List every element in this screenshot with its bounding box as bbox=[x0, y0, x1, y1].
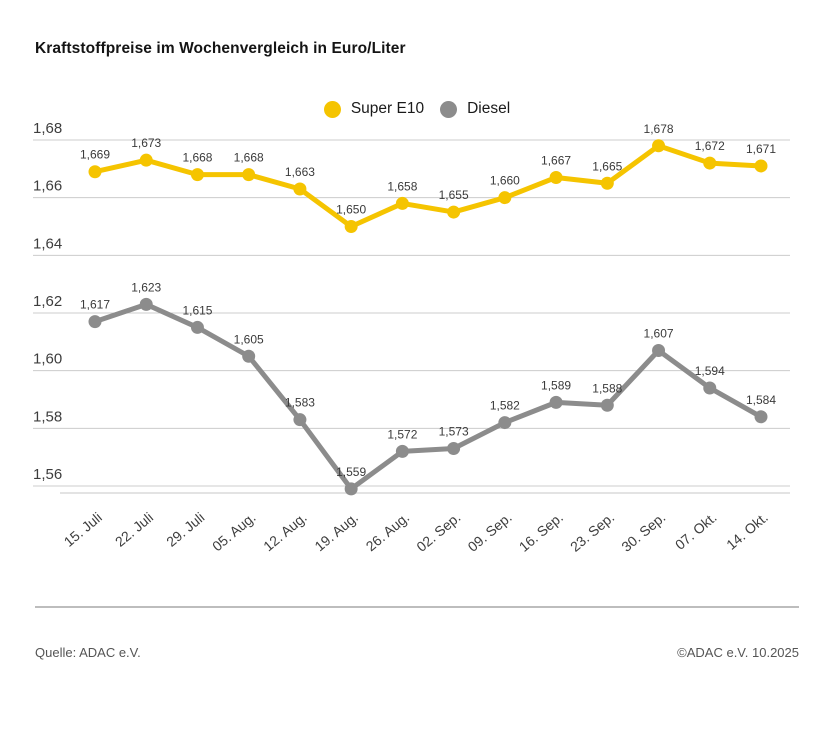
legend-label: Super E10 bbox=[350, 100, 425, 117]
x-axis-tick-label: 07. Okt. bbox=[672, 509, 720, 553]
x-axis-tick-label: 23. Sep. bbox=[567, 509, 617, 555]
x-axis-tick-label: 05. Aug. bbox=[209, 509, 259, 554]
y-axis-tick-label: 1,58 bbox=[33, 408, 62, 425]
data-point-super-e10 bbox=[242, 168, 256, 182]
data-point-super-e10 bbox=[754, 159, 768, 173]
y-axis-tick-label: 1,56 bbox=[33, 466, 62, 483]
data-label-diesel: 1,589 bbox=[541, 378, 571, 392]
x-axis-tick-label: 29. Juli bbox=[163, 509, 207, 550]
data-label-super-e10: 1,668 bbox=[182, 151, 212, 165]
copyright-note: ©ADAC e.V. 10.2025 bbox=[677, 645, 799, 660]
series-line-diesel bbox=[92, 301, 764, 492]
data-label-diesel: 1,594 bbox=[695, 364, 725, 378]
data-label-diesel: 1,615 bbox=[182, 303, 212, 317]
legend-dot-icon bbox=[323, 100, 341, 118]
chart-title: Kraftstoffpreise im Wochenvergleich in E… bbox=[35, 40, 406, 57]
data-point-diesel bbox=[754, 410, 768, 424]
data-point-super-e10 bbox=[498, 191, 512, 205]
data-point-diesel bbox=[652, 343, 666, 357]
data-point-super-e10 bbox=[139, 153, 153, 167]
data-point-super-e10 bbox=[652, 139, 666, 153]
data-label-super-e10: 1,658 bbox=[387, 179, 417, 193]
x-axis-tick-label: 22. Juli bbox=[112, 509, 156, 550]
data-label-diesel: 1,607 bbox=[644, 326, 674, 340]
data-label-diesel: 1,584 bbox=[746, 393, 776, 407]
data-label-super-e10: 1,673 bbox=[131, 136, 161, 150]
x-axis-tick-label: 12. Aug. bbox=[260, 509, 310, 554]
data-point-diesel bbox=[242, 349, 256, 363]
data-label-diesel: 1,583 bbox=[285, 396, 315, 410]
y-axis-tick-label: 1,64 bbox=[33, 235, 62, 252]
data-label-super-e10: 1,655 bbox=[439, 188, 469, 202]
source-note: Quelle: ADAC e.V. bbox=[35, 645, 141, 660]
legend-label: Diesel bbox=[467, 100, 511, 117]
data-point-super-e10 bbox=[293, 182, 307, 196]
y-axis-tick-label: 1,68 bbox=[33, 120, 62, 137]
data-point-diesel bbox=[703, 381, 717, 395]
data-point-super-e10 bbox=[549, 170, 563, 184]
x-axis-tick-label: 14. Okt. bbox=[723, 509, 771, 553]
data-point-super-e10 bbox=[190, 168, 204, 182]
data-point-diesel bbox=[190, 320, 204, 334]
series-line-super-e10 bbox=[92, 143, 764, 229]
data-label-diesel: 1,559 bbox=[336, 465, 366, 479]
data-point-diesel bbox=[447, 442, 461, 456]
x-axis-tick-label: 16. Sep. bbox=[516, 509, 566, 555]
data-point-super-e10 bbox=[88, 165, 102, 179]
data-point-diesel bbox=[498, 416, 512, 430]
legend-item-super-e10: Super E10 bbox=[323, 100, 425, 118]
data-label-super-e10: 1,660 bbox=[490, 174, 520, 188]
data-label-super-e10: 1,667 bbox=[541, 153, 571, 167]
x-axis-tick-label: 02. Sep. bbox=[413, 509, 463, 555]
legend-item-diesel: Diesel bbox=[440, 100, 510, 118]
data-label-super-e10: 1,671 bbox=[746, 142, 776, 156]
data-point-diesel bbox=[549, 395, 563, 409]
data-label-super-e10: 1,678 bbox=[644, 122, 674, 136]
data-label-diesel: 1,588 bbox=[592, 381, 622, 395]
data-label-diesel: 1,572 bbox=[387, 427, 417, 441]
data-label-diesel: 1,582 bbox=[490, 399, 520, 413]
data-point-diesel bbox=[344, 482, 358, 496]
data-point-super-e10 bbox=[703, 156, 717, 170]
data-point-diesel bbox=[600, 398, 614, 412]
data-label-super-e10: 1,665 bbox=[592, 159, 622, 173]
footer-divider bbox=[35, 606, 799, 608]
data-point-super-e10 bbox=[395, 196, 409, 210]
data-label-diesel: 1,605 bbox=[234, 332, 264, 346]
data-point-diesel bbox=[293, 413, 307, 427]
data-label-diesel: 1,617 bbox=[80, 298, 110, 312]
y-axis-tick-label: 1,66 bbox=[33, 178, 62, 195]
data-label-diesel: 1,573 bbox=[439, 425, 469, 439]
data-point-diesel bbox=[139, 297, 153, 311]
data-label-super-e10: 1,672 bbox=[695, 139, 725, 153]
legend: Super E10 Diesel bbox=[0, 100, 834, 118]
data-label-super-e10: 1,650 bbox=[336, 203, 366, 217]
data-point-super-e10 bbox=[344, 220, 358, 233]
x-axis-tick-label: 30. Sep. bbox=[618, 509, 668, 555]
data-point-super-e10 bbox=[447, 205, 461, 219]
data-label-super-e10: 1,669 bbox=[80, 148, 110, 162]
data-label-diesel: 1,623 bbox=[131, 280, 161, 294]
data-label-super-e10: 1,668 bbox=[234, 151, 264, 165]
footer: Quelle: ADAC e.V. ©ADAC e.V. 10.2025 bbox=[35, 645, 799, 660]
data-point-diesel bbox=[395, 444, 409, 458]
data-label-super-e10: 1,663 bbox=[285, 165, 315, 179]
y-axis-tick-label: 1,60 bbox=[33, 351, 62, 368]
x-axis-tick-label: 26. Aug. bbox=[363, 509, 413, 554]
x-axis-tick-label: 09. Sep. bbox=[465, 509, 515, 555]
data-point-super-e10 bbox=[600, 176, 614, 190]
data-point-diesel bbox=[88, 315, 102, 329]
x-axis-tick-label: 19. Aug. bbox=[311, 509, 361, 554]
legend-dot-icon bbox=[440, 100, 458, 118]
y-axis-tick-label: 1,62 bbox=[33, 293, 62, 310]
x-axis-tick-label: 15. Juli bbox=[61, 509, 105, 550]
